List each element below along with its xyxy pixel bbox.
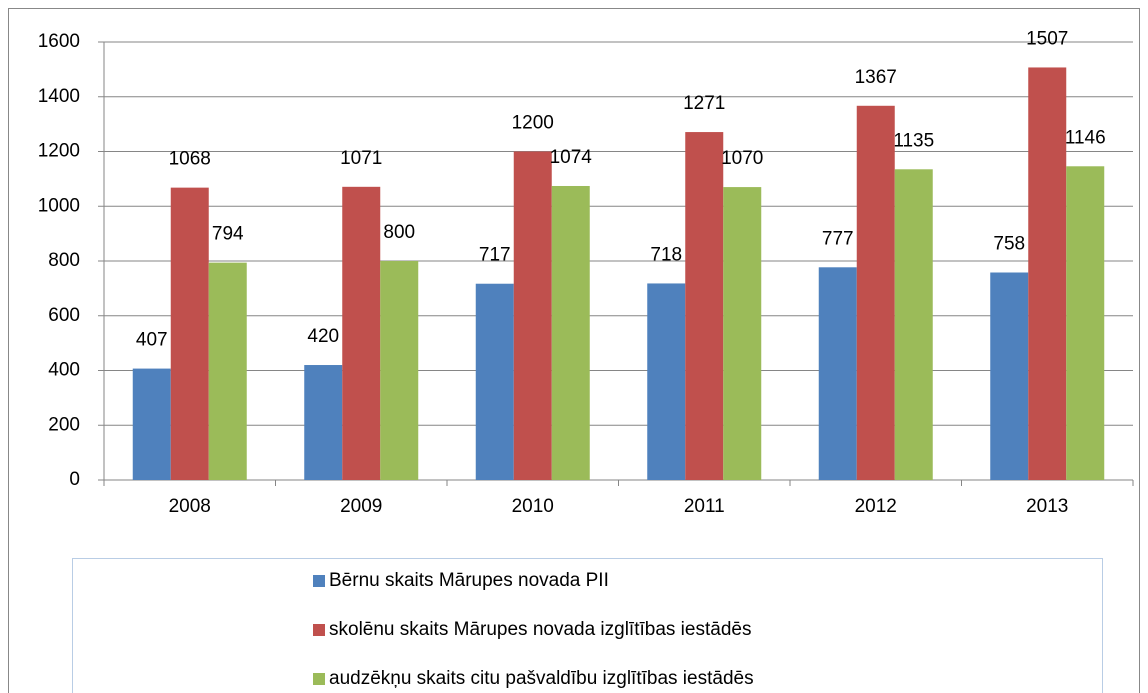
bar xyxy=(380,261,419,480)
data-label: 420 xyxy=(307,326,339,347)
data-label: 1135 xyxy=(893,130,934,151)
y-tick-label: 1600 xyxy=(38,31,80,52)
bar xyxy=(818,267,857,480)
data-label: 1074 xyxy=(550,147,593,168)
bar xyxy=(513,151,552,480)
bar xyxy=(1028,67,1067,481)
bar xyxy=(132,368,171,480)
legend-box xyxy=(72,558,1103,693)
data-label: 777 xyxy=(822,228,854,249)
data-label: 718 xyxy=(650,244,682,265)
bar xyxy=(685,132,724,480)
bar xyxy=(208,262,247,480)
x-tick-label: 2013 xyxy=(1026,496,1068,517)
y-tick-label: 200 xyxy=(48,414,80,435)
y-tick-label: 1400 xyxy=(38,86,80,107)
data-label: 1071 xyxy=(340,148,382,169)
data-label: 1070 xyxy=(721,148,763,169)
legend-swatch xyxy=(313,624,325,636)
x-tick-label: 2008 xyxy=(169,496,211,517)
bar xyxy=(1066,166,1105,480)
legend-label: Bērnu skaits Mārupes novada PII xyxy=(329,570,609,591)
legend-swatch xyxy=(313,575,325,587)
data-label: 1367 xyxy=(855,67,897,88)
bar xyxy=(475,283,514,480)
bar xyxy=(647,283,686,480)
bar xyxy=(551,185,590,480)
data-label: 1200 xyxy=(512,113,554,134)
data-label: 1271 xyxy=(683,93,725,114)
x-tick-label: 2012 xyxy=(855,496,897,517)
legend-swatch xyxy=(313,673,325,685)
bar xyxy=(856,105,895,480)
bar xyxy=(723,187,762,480)
bar xyxy=(342,186,381,480)
data-label: 800 xyxy=(383,222,415,243)
y-tick-label: 800 xyxy=(48,250,80,271)
data-label: 794 xyxy=(212,224,244,245)
bar xyxy=(304,365,343,480)
y-tick-label: 400 xyxy=(48,360,80,381)
data-label: 717 xyxy=(479,245,511,266)
bar xyxy=(990,272,1029,480)
data-label: 407 xyxy=(136,330,168,351)
bar xyxy=(170,187,209,480)
y-tick-label: 0 xyxy=(69,469,80,490)
y-tick-label: 1000 xyxy=(38,195,80,216)
x-tick-label: 2009 xyxy=(340,496,382,517)
bar xyxy=(894,169,933,480)
x-tick-label: 2010 xyxy=(512,496,554,517)
data-label: 1068 xyxy=(169,149,211,170)
data-label: 1507 xyxy=(1026,28,1068,49)
data-label: 1146 xyxy=(1065,127,1106,148)
y-tick-label: 1200 xyxy=(38,141,80,162)
data-label: 758 xyxy=(993,234,1025,255)
legend-label: skolēnu skaits Mārupes novada izglītības… xyxy=(329,619,751,640)
x-tick-label: 2011 xyxy=(684,496,725,517)
legend-label: audzēkņu skaits citu pašvaldību izglītīb… xyxy=(329,668,754,689)
y-tick-label: 600 xyxy=(48,305,80,326)
